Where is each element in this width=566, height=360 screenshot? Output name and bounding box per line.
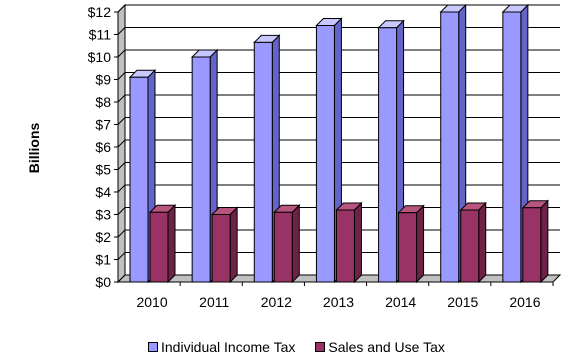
bar-front bbox=[522, 207, 542, 283]
bar-sales-and-use-tax bbox=[210, 206, 239, 284]
bar-individual-income-tax bbox=[190, 48, 219, 284]
bar-side bbox=[416, 204, 425, 284]
x-tick-label: 2013 bbox=[323, 294, 354, 310]
y-tick-label: $3 bbox=[95, 207, 111, 223]
bar-side bbox=[353, 201, 362, 284]
x-tick-label: 2016 bbox=[509, 294, 540, 310]
bar-front bbox=[149, 211, 169, 283]
gridline bbox=[117, 72, 560, 80]
y-tick-label: $11 bbox=[89, 27, 112, 43]
y-tick-label: $2 bbox=[95, 229, 111, 245]
bar-sales-and-use-tax bbox=[273, 204, 301, 284]
legend-label-sales: Sales and Use Tax bbox=[328, 339, 445, 355]
gridlines bbox=[117, 4, 560, 283]
bar-side bbox=[167, 204, 176, 284]
gridline bbox=[117, 4, 560, 13]
bar-front bbox=[460, 209, 480, 283]
legend-swatch-income bbox=[148, 342, 158, 352]
bar-sales-and-use-tax bbox=[335, 201, 363, 284]
gridline bbox=[117, 162, 560, 170]
bar-sales-and-use-tax bbox=[397, 204, 425, 284]
y-tick-label: $1 bbox=[95, 252, 111, 268]
bars bbox=[128, 3, 550, 284]
x-tick-label: 2010 bbox=[136, 294, 167, 310]
y-tick-label: $10 bbox=[88, 49, 112, 65]
x-tick-label: 2012 bbox=[261, 294, 292, 310]
y-tick-label: $12 bbox=[88, 4, 112, 20]
bar-front bbox=[129, 76, 149, 283]
y-axis-ticks: $0 $1 $2 $3 $4 $5 $6 $7 $8 $9 $10 $11 $12 bbox=[88, 4, 553, 290]
x-tick-label: 2015 bbox=[447, 294, 478, 310]
y-tick-label: $4 bbox=[95, 184, 111, 200]
bar-sales-and-use-tax bbox=[521, 199, 550, 284]
gridline bbox=[117, 94, 560, 103]
gridline bbox=[117, 27, 560, 35]
legend: Individual Income Tax Sales and Use Tax bbox=[148, 339, 445, 355]
bar-front bbox=[191, 56, 211, 283]
y-tick-label: $5 bbox=[95, 162, 111, 178]
gridline bbox=[117, 184, 560, 193]
y-tick-label: $7 bbox=[95, 117, 111, 133]
legend-swatch-sales bbox=[315, 342, 326, 352]
gridline bbox=[117, 139, 560, 148]
gridline bbox=[117, 49, 560, 58]
x-tick-label: 2014 bbox=[385, 294, 416, 310]
bar-sales-and-use-tax bbox=[459, 201, 487, 284]
y-tick-label: $0 bbox=[95, 274, 111, 290]
y-tick-label: $8 bbox=[95, 94, 111, 110]
bar-front bbox=[211, 214, 231, 283]
bar-front bbox=[502, 11, 522, 283]
bar-sales-and-use-tax bbox=[148, 204, 177, 284]
bar-side bbox=[478, 201, 487, 284]
legend-item-income: Individual Income Tax bbox=[148, 339, 295, 355]
legend-item-sales: Sales and Use Tax bbox=[315, 339, 445, 355]
y-axis-label: Billions bbox=[26, 123, 42, 174]
y-tick-label: $6 bbox=[95, 139, 111, 155]
bar-side bbox=[540, 199, 549, 284]
bar-front bbox=[398, 212, 418, 283]
bar-front bbox=[315, 25, 335, 283]
gridline bbox=[117, 117, 560, 125]
x-axis-ticks: 2010 2011 2012 2013 2014 2015 2016 bbox=[136, 282, 554, 310]
legend-label-income: Individual Income Tax bbox=[161, 339, 296, 355]
bar-front bbox=[273, 211, 293, 283]
bar-front bbox=[378, 27, 398, 283]
x-tick-label: 2011 bbox=[199, 294, 229, 310]
bar-front bbox=[253, 41, 273, 283]
bar-side bbox=[291, 204, 300, 284]
y-tick-label: $9 bbox=[95, 72, 111, 88]
bar-front bbox=[440, 11, 460, 283]
bar-front bbox=[335, 209, 355, 283]
bar-side bbox=[229, 206, 238, 284]
